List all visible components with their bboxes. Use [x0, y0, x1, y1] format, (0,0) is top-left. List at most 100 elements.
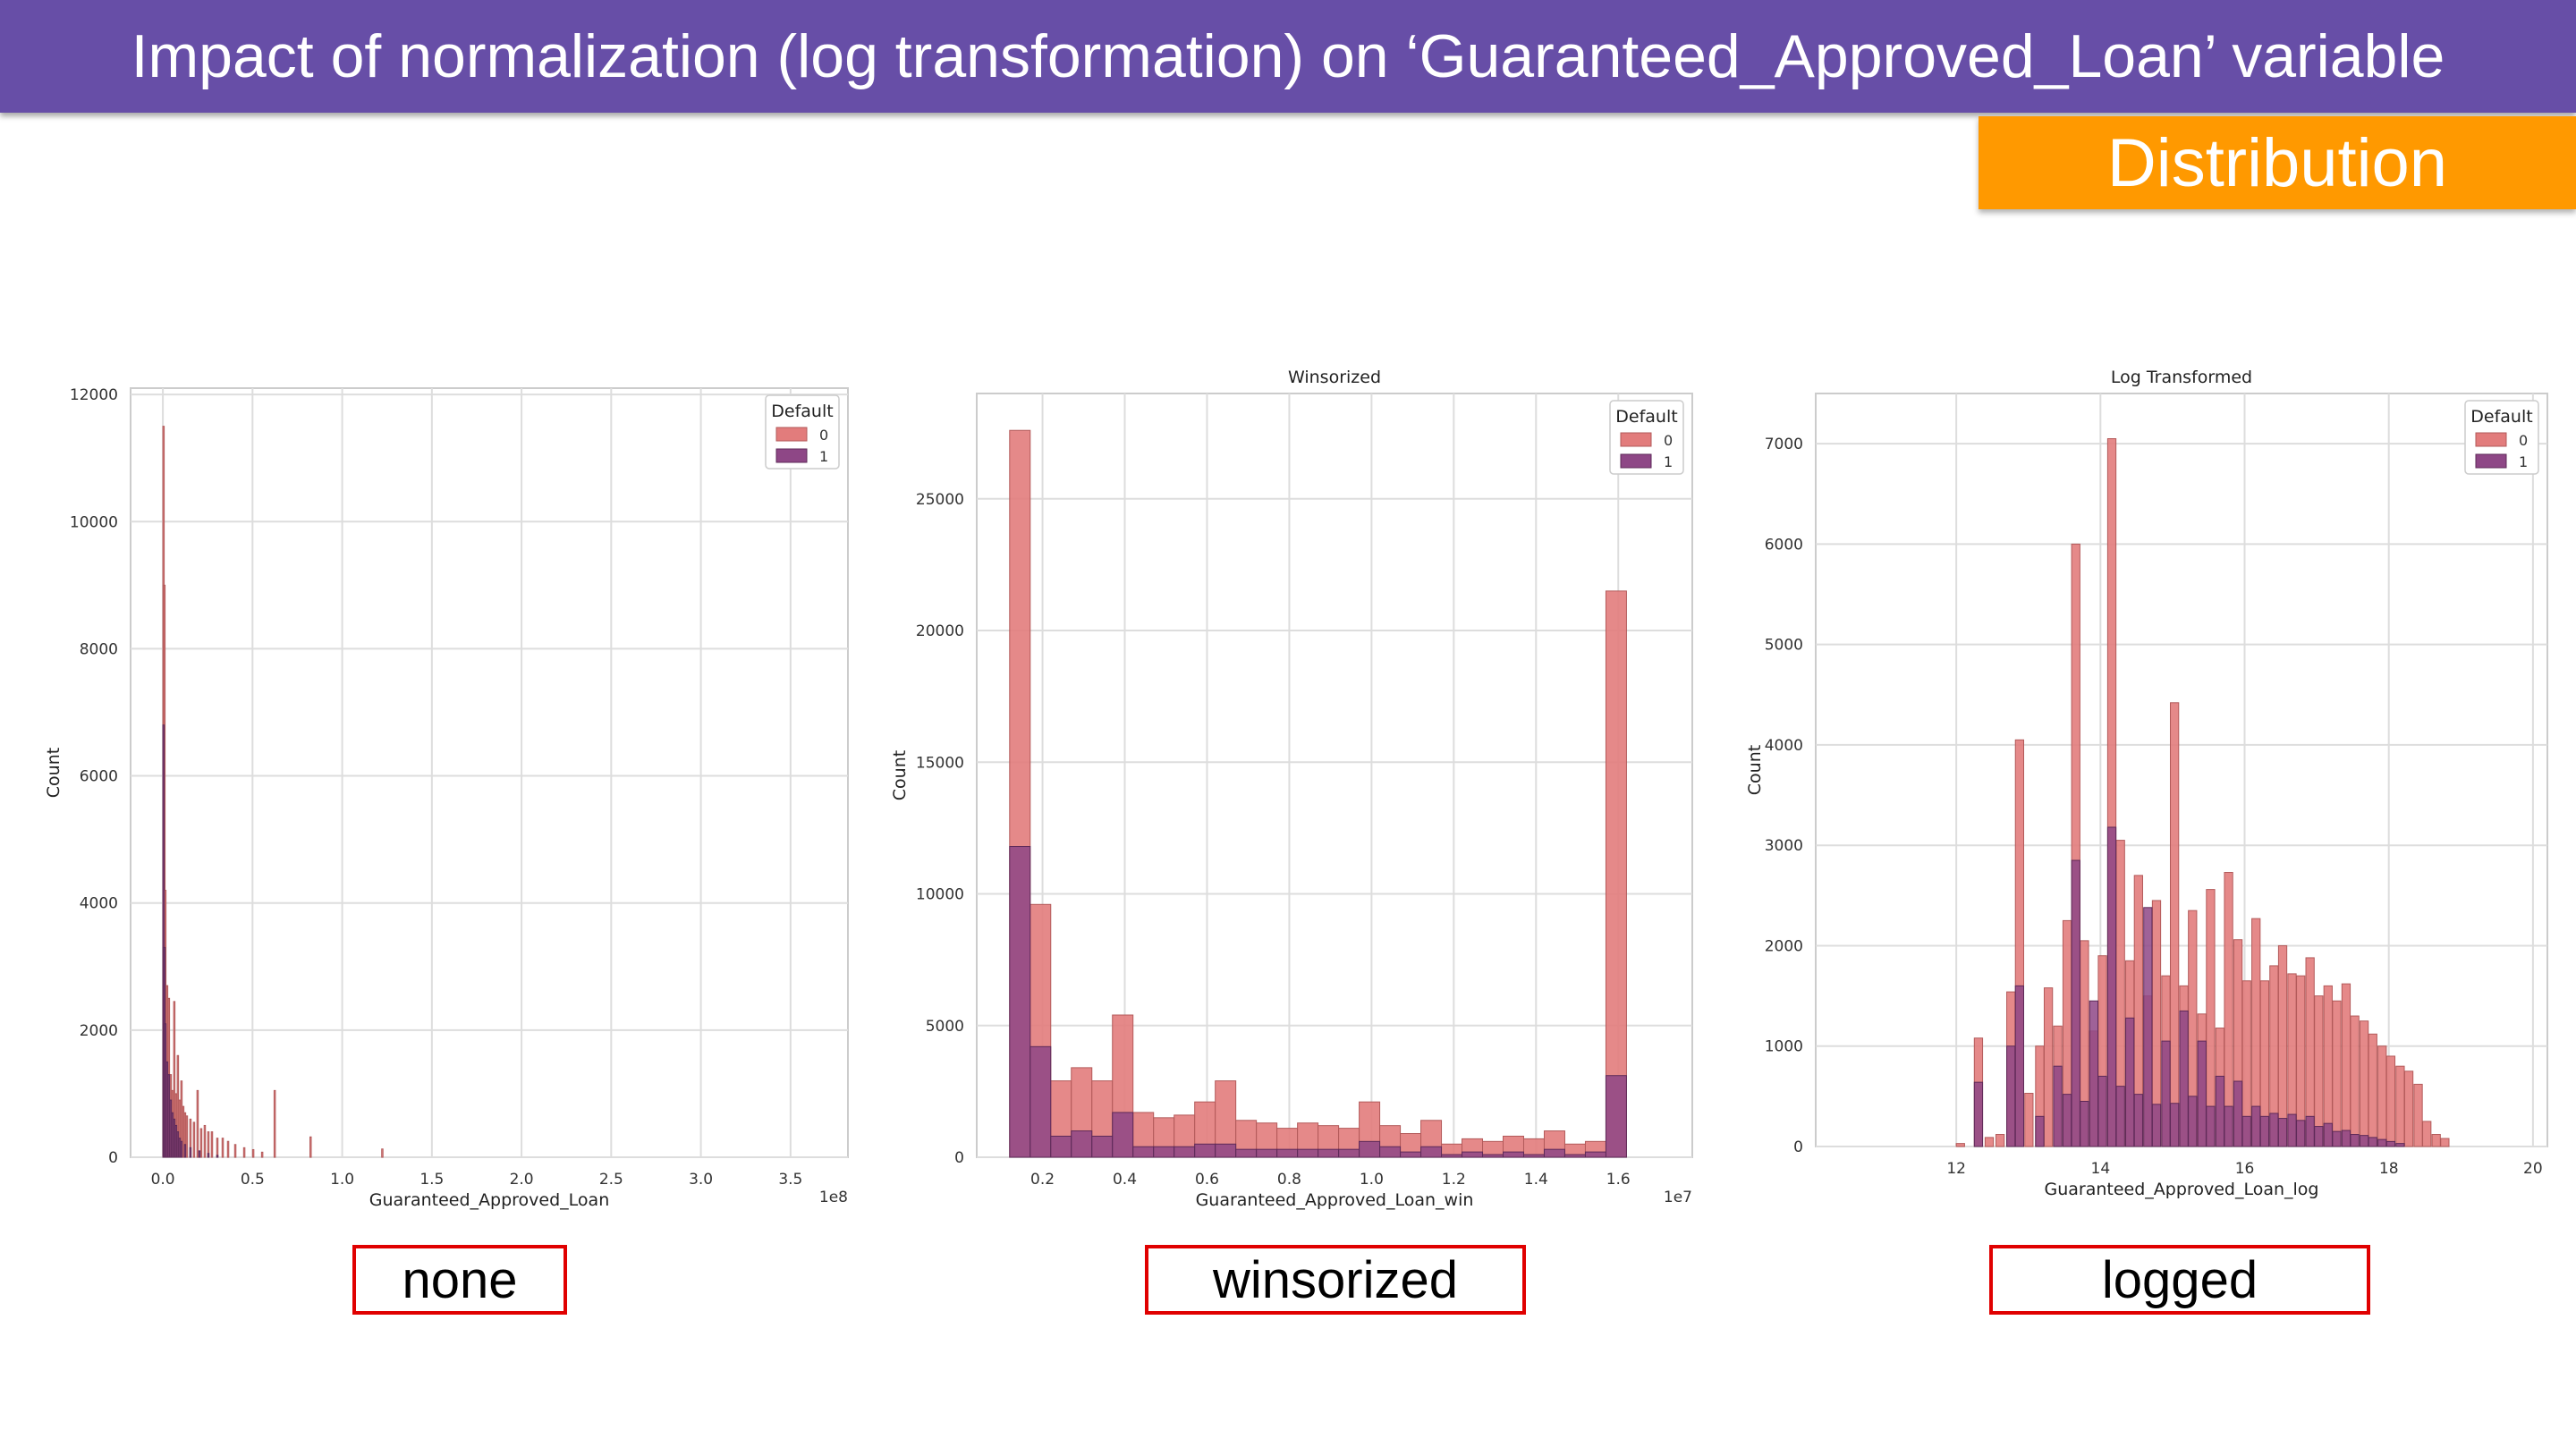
histogram-bar-class-1 [1543, 1148, 1565, 1158]
histogram-bar-class-0 [273, 1089, 276, 1158]
histogram-bar-class-1 [1030, 1045, 1052, 1158]
histogram-bar-class-0 [309, 1136, 312, 1158]
histogram-bar-class-1 [2269, 1113, 2279, 1147]
histogram-bar-class-1 [2305, 1115, 2315, 1147]
histogram-bar-class-1 [2014, 985, 2025, 1147]
x-tick-label: 2.0 [510, 1171, 534, 1189]
x-tick-label: 1.6 [1606, 1171, 1631, 1189]
histogram-bar-class-1 [2395, 1143, 2405, 1147]
histogram-bar-class-0 [226, 1140, 230, 1158]
legend-swatch-class-0 [2475, 432, 2507, 447]
legend-label-class-1: 1 [819, 448, 828, 465]
histogram-bar-class-0 [203, 1124, 207, 1158]
histogram-bar-class-1 [2188, 1096, 2198, 1147]
legend-title: Default [1615, 407, 1677, 427]
histogram-bar-class-0 [2024, 1092, 2034, 1147]
histogram-bar-class-0 [2314, 995, 2324, 1147]
x-tick-label: 3.5 [778, 1171, 802, 1189]
histogram-bar-class-0 [2431, 1134, 2441, 1147]
legend-swatch-class-1 [2475, 453, 2507, 469]
histogram-bar-class-1 [1400, 1151, 1422, 1158]
x-tick-label: 0.2 [1030, 1171, 1055, 1189]
legend-label-class-0: 0 [2519, 432, 2528, 449]
x-tick-label: 16 [2235, 1160, 2255, 1178]
histogram-bar-class-1 [1441, 1154, 1463, 1158]
y-axis-label: Count [44, 748, 64, 798]
title-bar: Impact of normalization (log transformat… [0, 0, 2576, 113]
histogram-bar-class-1 [1112, 1112, 1134, 1158]
x-axis-label: Guaranteed_Approved_Loan_log [2045, 1180, 2319, 1199]
histogram-bar-class-1 [171, 1112, 174, 1158]
x-tick-label: 12 [1946, 1160, 1966, 1178]
histogram-bar-class-1 [189, 1147, 192, 1158]
x-tick-label: 0.0 [151, 1171, 175, 1189]
histogram-bar-class-0 [192, 1121, 196, 1158]
histogram-bar-class-0 [260, 1151, 264, 1158]
y-tick-label: 25000 [916, 491, 964, 509]
legend-title: Default [771, 402, 833, 421]
histogram-bar-class-1 [1563, 1154, 1586, 1158]
histogram-bar-class-0 [1984, 1137, 1995, 1147]
legend-label-class-1: 1 [2519, 453, 2528, 470]
histogram-bar-class-1 [2296, 1120, 2306, 1147]
legend: Default 0 1 [2464, 400, 2539, 475]
y-tick-label: 20000 [916, 622, 964, 640]
histogram-bar-class-0 [2377, 1045, 2387, 1147]
y-tick-label: 15000 [916, 754, 964, 772]
x-tick-label: 3.0 [689, 1171, 713, 1189]
y-tick-label: 1000 [1765, 1038, 1803, 1056]
histogram-bar-class-0 [2422, 1121, 2432, 1147]
histogram-bar-class-0 [221, 1138, 225, 1158]
histogram-bar-class-1 [2359, 1135, 2369, 1147]
histogram-bar-class-1 [2097, 1075, 2107, 1147]
histogram-bar-class-1 [1194, 1143, 1216, 1158]
histogram-bar-class-1 [164, 1023, 167, 1158]
histogram-bar-class-1 [1215, 1143, 1237, 1158]
histogram-bar-class-0 [216, 1138, 219, 1158]
histogram-bar-class-1 [2161, 1040, 2171, 1147]
histogram-bar-class-0 [2368, 1033, 2377, 1147]
histogram-bar-class-1 [169, 1099, 173, 1158]
legend-title: Default [2470, 407, 2532, 427]
histogram-bar-class-1 [2179, 1010, 2189, 1147]
histogram-bar-class-1 [2071, 859, 2080, 1147]
x-tick-label: 20 [2523, 1160, 2543, 1178]
histogram-bar-class-1 [1318, 1148, 1340, 1158]
legend: Default 0 1 [765, 394, 840, 470]
slide-title: Impact of normalization (log transformat… [131, 22, 2445, 90]
x-tick-label: 1.2 [1442, 1171, 1466, 1189]
histogram-bar-class-0 [251, 1148, 255, 1158]
y-tick-label: 2000 [1765, 937, 1803, 955]
histogram-bar-class-1 [165, 1061, 169, 1158]
histogram-bar-class-1 [2062, 1094, 2072, 1147]
method-label-none: none [352, 1245, 567, 1315]
x-tick-label: 2.5 [599, 1171, 623, 1189]
histogram-bar-class-1 [2170, 1103, 2180, 1147]
method-label-winsorized: winsorized [1145, 1245, 1526, 1315]
histogram-bar-class-1 [2106, 826, 2117, 1147]
histogram-bar-class-1 [2341, 1130, 2351, 1147]
x-tick-label: 0.8 [1277, 1171, 1301, 1189]
histogram-bar-class-1 [1482, 1154, 1504, 1158]
histogram-bar-class-1 [2368, 1137, 2377, 1147]
x-tick-label: 1.5 [419, 1171, 444, 1189]
histogram-bar-class-0 [199, 1128, 203, 1158]
histogram-bar-class-1 [2197, 1040, 2207, 1147]
x-tick-label: 0.6 [1195, 1171, 1219, 1189]
histogram-bar-class-0 [2224, 872, 2233, 1147]
histogram-bar-class-1 [1338, 1148, 1360, 1158]
histogram-bar-class-1 [2385, 1140, 2396, 1147]
histogram-bar-class-1 [2233, 1080, 2243, 1147]
histogram-bar-class-1 [2053, 1065, 2063, 1147]
histogram-bar-class-1 [2350, 1134, 2360, 1147]
y-tick-label: 12000 [70, 386, 118, 404]
histogram-bar-class-1 [2035, 1115, 2045, 1147]
x-axis-label: Guaranteed_Approved_Loan_win [1196, 1190, 1474, 1210]
histogram-bar-class-0 [2359, 1020, 2369, 1147]
histogram-bar-class-0 [2350, 1015, 2360, 1147]
histogram-bar-class-1 [2277, 1118, 2288, 1147]
y-tick-label: 2000 [80, 1022, 118, 1040]
y-tick-label: 4000 [1765, 737, 1803, 755]
histogram-bar-class-1 [2133, 1094, 2143, 1147]
x-tick-label: 0.4 [1113, 1171, 1137, 1189]
